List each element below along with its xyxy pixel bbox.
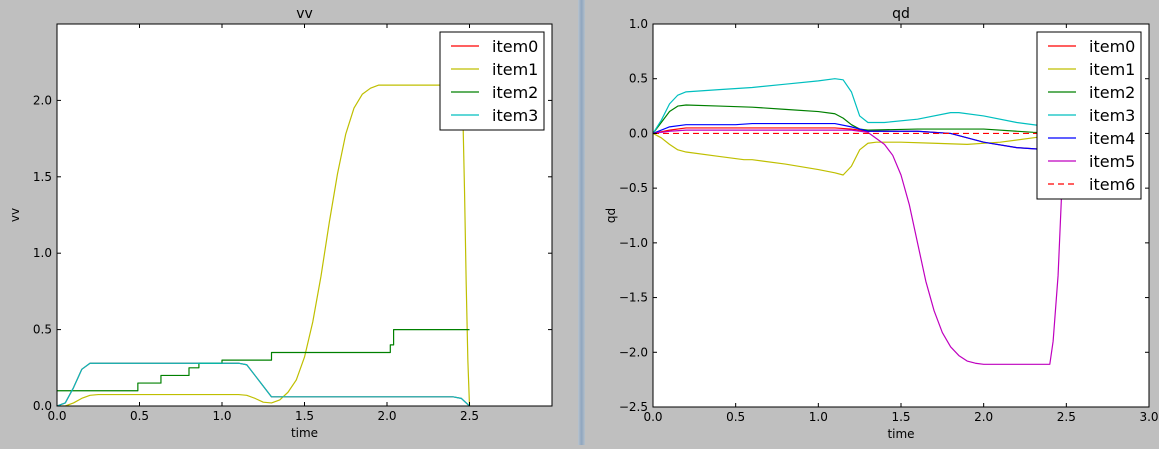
series-line-item3	[653, 78, 1067, 134]
series-line-item1	[57, 84, 471, 406]
legend-label-item2: item2	[1089, 83, 1135, 102]
qd-plot-panel: 0.0 0.5 1.0 1.5 2.0 2.5 3.0 −2.5 −2.0 −1.5 −1.0 −0.…	[585, 0, 1159, 445]
x-axis-label: time	[887, 427, 914, 441]
y-tick-label: 1.0	[629, 17, 648, 31]
x-tick-label: 0.0	[47, 409, 66, 423]
series-line-item2	[653, 104, 1067, 135]
y-tick-label: 1.0	[33, 246, 52, 260]
y-tick-label: 2.0	[33, 93, 52, 107]
y-tick-label: 0.0	[629, 126, 648, 140]
x-axis-label: time	[291, 426, 318, 440]
vv-plot-panel: 0.0 0.5 1.0 1.5 2.0 2.5 0.0 0.5 1.0 1.5 2.0 vv time v…	[0, 0, 578, 445]
series-line-item3	[57, 362, 470, 406]
legend-label-item0: item0	[1089, 37, 1135, 56]
y-tick-label: 0.5	[629, 72, 648, 86]
legend-label-item2: item2	[492, 83, 538, 102]
legend-box	[439, 31, 545, 131]
legend-label-item1: item1	[492, 60, 538, 79]
series-line-item1	[653, 132, 1067, 176]
chart-title: qd	[892, 6, 910, 22]
x-tick-label: 1.0	[212, 409, 231, 423]
y-axis-label: vv	[8, 208, 22, 222]
y-tick-label: 0.5	[33, 323, 52, 337]
y-tick-label: 1.5	[33, 170, 52, 184]
x-tick-label: 1.0	[809, 410, 828, 424]
x-tick-label: 2.5	[1057, 410, 1076, 424]
y-tick-label: 0.0	[33, 399, 52, 413]
legend-label-item3: item3	[1089, 106, 1135, 125]
legend: item0 item1 item2 item3 item4 item5 item6	[1036, 31, 1142, 200]
vv-chart: 0.0 0.5 1.0 1.5 2.0 2.5 0.0 0.5 1.0 1.5 2.0 vv time v…	[8, 6, 553, 440]
series-line-item4	[653, 122, 1067, 151]
x-tick-label: 0.5	[726, 410, 745, 424]
series-line-item5	[653, 129, 1067, 365]
x-tick-label: 2.5	[460, 409, 479, 423]
series-group	[57, 84, 471, 406]
y-tick-label: −0.5	[619, 181, 648, 195]
legend: item0 item1 item2 item3	[439, 31, 545, 131]
y-tick-label: −2.5	[619, 400, 648, 414]
y-tick-label: −1.5	[619, 291, 648, 305]
x-tick-label: 0.0	[643, 410, 662, 424]
chart-title: vv	[296, 6, 313, 22]
legend-label-item5: item5	[1089, 152, 1135, 171]
x-tick-label: 3.0	[1139, 410, 1158, 424]
x-tick-label: 0.5	[130, 409, 149, 423]
legend-label-item6: item6	[1089, 175, 1135, 194]
legend-label-item1: item1	[1089, 60, 1135, 79]
legend-label-item4: item4	[1089, 129, 1135, 148]
legend-label-item3: item3	[492, 106, 538, 125]
x-tick-label: 1.5	[295, 409, 314, 423]
x-tick-label: 2.0	[974, 410, 993, 424]
y-tick-label: −2.0	[619, 345, 648, 359]
y-tick-label: −1.0	[619, 236, 648, 250]
panel-splitter[interactable]	[578, 0, 585, 445]
legend-label-item0: item0	[492, 37, 538, 56]
qd-chart: 0.0 0.5 1.0 1.5 2.0 2.5 3.0 −2.5 −2.0 −1.5 −1.0 −0.…	[604, 6, 1159, 441]
series-group	[653, 78, 1067, 365]
x-tick-label: 2.0	[377, 409, 396, 423]
x-tick-label: 1.5	[891, 410, 910, 424]
y-axis-label: qd	[604, 208, 618, 223]
